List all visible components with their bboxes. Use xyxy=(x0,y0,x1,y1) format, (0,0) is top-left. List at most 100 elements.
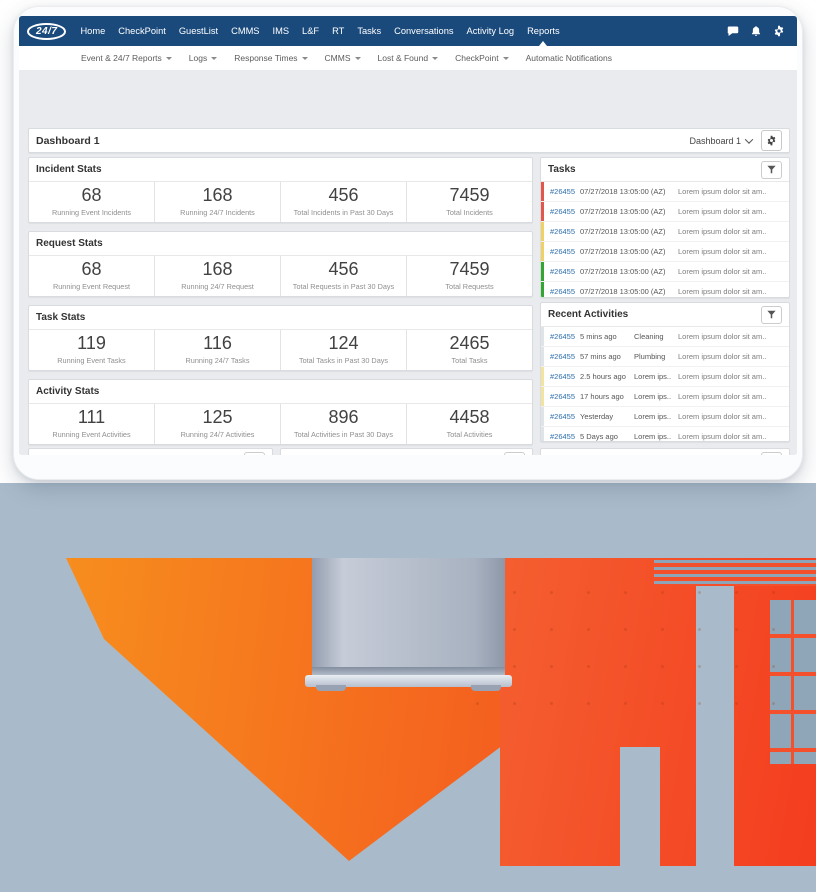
task-id-link[interactable]: #26455 xyxy=(550,207,576,216)
task-row[interactable]: #26455 07/27/2018 13:05:00 (AZ) Lorem ip… xyxy=(541,182,789,202)
task-text: Lorem ipsum dolor sit am.. xyxy=(678,267,767,276)
activity-row[interactable]: #26455 5 mins ago Cleaning Lorem ipsum d… xyxy=(541,327,789,347)
stat-value: 896 xyxy=(328,407,359,427)
dashboard-selector[interactable]: Dashboard 1 xyxy=(689,134,754,146)
dashboard-settings-button[interactable] xyxy=(761,130,782,151)
stat-label: Total Requests xyxy=(445,281,494,291)
nav-item-label: Home xyxy=(80,26,106,36)
activity-id-link[interactable]: #26455 xyxy=(550,352,576,361)
stat-label: Total Requests in Past 30 Days xyxy=(292,281,395,291)
nav-item[interactable]: L&F xyxy=(302,26,319,36)
nav-item[interactable]: GuestList xyxy=(179,26,218,36)
incidents-panel-header: Incidents xyxy=(29,449,272,455)
activity-row[interactable]: #26455 2.5 hours ago Lorem ips.. Lorem i… xyxy=(541,367,789,387)
stat-value: 111 xyxy=(77,407,106,427)
stat-card-title: Request Stats xyxy=(36,238,103,249)
activity-row[interactable]: #26455 Yesterday Lorem ips.. Lorem ipsum… xyxy=(541,407,789,427)
task-row[interactable]: #26455 07/27/2018 13:05:00 (AZ) Lorem ip… xyxy=(541,202,789,222)
gear-icon[interactable] xyxy=(773,25,785,37)
stat-value: 116 xyxy=(203,333,232,353)
stat-value: 68 xyxy=(81,185,102,205)
task-date: 07/27/2018 13:05:00 (AZ) xyxy=(580,267,666,276)
starred-incidents-header: Recent Starred Incidents xyxy=(541,449,789,455)
priority-bar xyxy=(541,182,544,201)
activity-id-link[interactable]: #26455 xyxy=(550,412,576,421)
nav-item[interactable]: Reports xyxy=(527,26,560,36)
subnav-item[interactable]: CheckPoint xyxy=(455,53,509,63)
activity-category: Lorem ips.. xyxy=(634,372,672,381)
task-row[interactable]: #26455 07/27/2018 13:05:00 (AZ) Lorem ip… xyxy=(541,242,789,262)
backdrop-blue-gap xyxy=(696,573,734,866)
starred-incidents-panel: Recent Starred Incidents #26455 5 mins a… xyxy=(540,448,790,455)
task-row[interactable]: #26455 07/27/2018 13:05:00 (AZ) Lorem ip… xyxy=(541,282,789,297)
subnav-item[interactable]: Logs xyxy=(189,53,218,63)
stat-card-title: Activity Stats xyxy=(36,386,100,397)
activity-id-link[interactable]: #26455 xyxy=(550,392,576,401)
activity-row[interactable]: #26455 57 mins ago Plumbing Lorem ipsum … xyxy=(541,347,789,367)
incidents-panel: Incidents 456 Incidents xyxy=(28,448,273,455)
task-row[interactable]: #26455 07/27/2018 13:05:00 (AZ) Lorem ip… xyxy=(541,262,789,282)
filter-button[interactable] xyxy=(761,160,782,179)
task-id-link[interactable]: #26455 xyxy=(550,287,576,296)
task-id-link[interactable]: #26455 xyxy=(550,247,576,256)
stat-cell: 125 Running 24/7 Activities xyxy=(155,404,281,444)
tasks-panel: Tasks #26455 07/27/2018 13:05:00 (AZ) Lo… xyxy=(540,157,790,298)
stat-label: Total Activities in Past 30 Days xyxy=(294,429,393,439)
filter-button[interactable] xyxy=(761,305,782,324)
filter-button[interactable] xyxy=(761,451,782,455)
subnav-item[interactable]: Response Times xyxy=(234,53,308,63)
stat-cell: 124 Total Tasks in Past 30 Days xyxy=(281,330,407,370)
activity-text: Lorem ipsum dolor sit am.. xyxy=(678,332,767,341)
filter-button[interactable] xyxy=(244,451,265,455)
task-id-link[interactable]: #26455 xyxy=(550,187,576,196)
task-text: Lorem ipsum dolor sit am.. xyxy=(678,227,767,236)
activity-category: Plumbing xyxy=(634,352,666,361)
activity-id-link[interactable]: #26455 xyxy=(550,332,576,341)
stat-cell: 2465 Total Tasks xyxy=(407,330,532,370)
stat-cell: 111 Running Event Activities xyxy=(29,404,155,444)
subnav-item[interactable]: Event & 24/7 Reports xyxy=(81,53,172,63)
activity-id-link[interactable]: #26455 xyxy=(550,372,576,381)
priority-bar xyxy=(541,242,544,261)
activity-row[interactable]: #26455 5 Days ago Lorem ips.. Lorem ipsu… xyxy=(541,427,789,441)
filter-button[interactable] xyxy=(504,451,525,455)
priority-bar xyxy=(541,222,544,241)
task-date: 07/27/2018 13:05:00 (AZ) xyxy=(580,207,666,216)
stat-cell: 896 Total Activities in Past 30 Days xyxy=(281,404,407,444)
stat-card-title: Incident Stats xyxy=(36,164,102,175)
nav-item[interactable]: Tasks xyxy=(357,26,381,36)
task-row[interactable]: #26455 07/27/2018 13:05:00 (AZ) Lorem ip… xyxy=(541,222,789,242)
dashboard-header: Dashboard 1 Dashboard 1 xyxy=(28,128,790,153)
stat-value: 7459 xyxy=(449,259,490,279)
stat-label: Running Event Request xyxy=(52,281,131,291)
subnav-item[interactable]: Lost & Found xyxy=(378,53,439,63)
stat-value: 4458 xyxy=(449,407,490,427)
nav-item-label: CheckPoint xyxy=(118,26,166,36)
activity-time: 5 Days ago xyxy=(580,432,618,441)
priority-bar xyxy=(541,427,544,441)
subnav-item[interactable]: Automatic Notifications xyxy=(526,53,612,63)
stat-card-header: Task Stats xyxy=(29,306,532,330)
activity-text: Lorem ipsum dolor sit am.. xyxy=(678,392,767,401)
nav-item[interactable]: Activity Log xyxy=(467,26,515,36)
priority-bar xyxy=(541,327,544,346)
dashboard-selector-label: Dashboard 1 xyxy=(689,135,741,146)
backdrop xyxy=(0,483,816,892)
nav-item[interactable]: Conversations xyxy=(394,26,453,36)
page-title: Dashboard 1 xyxy=(36,134,100,147)
task-id-link[interactable]: #26455 xyxy=(550,267,576,276)
nav-item[interactable]: RT xyxy=(332,26,344,36)
nav-item[interactable]: Home xyxy=(80,26,105,36)
backdrop-blue-bar xyxy=(620,747,660,866)
nav-item[interactable]: IMS xyxy=(273,26,290,36)
stat-cell: 7459 Total Requests xyxy=(407,256,532,296)
nav-item[interactable]: CheckPoint xyxy=(118,26,166,36)
activity-id-link[interactable]: #26455 xyxy=(550,432,576,441)
task-id-link[interactable]: #26455 xyxy=(550,227,576,236)
nav-item[interactable]: CMMS xyxy=(231,26,259,36)
bell-icon[interactable] xyxy=(750,25,762,37)
stat-label: Total Incidents in Past 30 Days xyxy=(293,207,394,217)
subnav-item[interactable]: CMMS xyxy=(325,53,361,63)
activity-row[interactable]: #26455 17 hours ago Lorem ips.. Lorem ip… xyxy=(541,387,789,407)
chat-icon[interactable] xyxy=(727,25,739,37)
